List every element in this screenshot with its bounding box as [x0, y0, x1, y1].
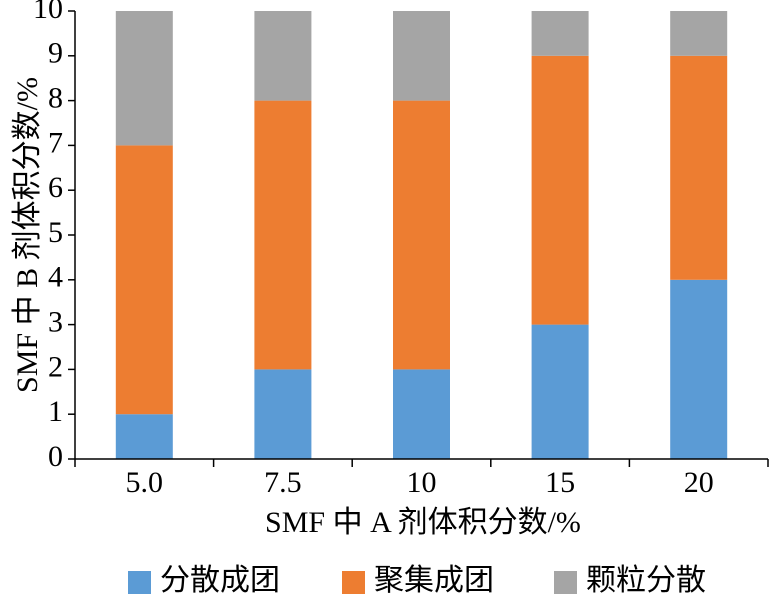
- bar-segment-7.5-series2: [254, 100, 312, 370]
- legend-label-series1: 分散成团: [160, 564, 280, 597]
- bar-segment-20-series2: [670, 55, 728, 280]
- y-tick-label: 0: [48, 440, 63, 473]
- y-tick-label: 10: [33, 0, 63, 25]
- x-tick-labels: 5.0 7.5 10 15 20: [126, 466, 714, 499]
- bar-segment-20-series3: [670, 11, 728, 56]
- y-tick-label: 4: [48, 261, 63, 294]
- legend: 分散成团 聚集成团 颗粒分散: [128, 564, 706, 597]
- bar-segment-5.0-series1: [115, 414, 173, 459]
- bar-segment-5.0-series3: [115, 11, 173, 146]
- bar-segment-10-series1: [393, 369, 450, 459]
- legend-swatch-series3: [554, 571, 577, 594]
- legend-label-series3: 颗粒分散: [586, 564, 706, 597]
- legend-swatch-series1: [128, 571, 151, 594]
- y-tick-label: 2: [48, 350, 63, 383]
- y-tick-label: 9: [48, 37, 63, 70]
- bar-segment-10-series3: [393, 11, 450, 101]
- x-tick-label: 10: [407, 466, 437, 499]
- bar-segment-7.5-series3: [254, 11, 312, 101]
- bar-segment-5.0-series2: [115, 145, 173, 415]
- y-axis-title: SMF 中 B 剂体积分数/%: [11, 77, 44, 393]
- legend-label-series2: 聚集成团: [374, 564, 494, 597]
- axes-layer: [68, 10, 769, 467]
- legend-swatch-series2: [342, 571, 365, 594]
- x-tick-label: 5.0: [126, 466, 164, 499]
- bar-segment-10-series2: [393, 100, 450, 370]
- x-tick-label: 20: [684, 466, 714, 499]
- y-tick-label: 3: [48, 305, 63, 338]
- bar-segment-20-series1: [670, 279, 728, 459]
- bar-segment-15-series1: [531, 324, 589, 459]
- y-tick-label: 1: [48, 395, 63, 428]
- y-tick-label: 8: [48, 81, 63, 114]
- y-tick-label: 5: [48, 216, 63, 249]
- x-tick-label: 7.5: [264, 466, 302, 499]
- x-axis-title: SMF 中 A 剂体积分数/%: [265, 506, 581, 539]
- y-tick-label: 6: [48, 171, 63, 204]
- bar-segment-7.5-series1: [254, 369, 312, 459]
- bars-layer: [115, 11, 728, 459]
- bar-segment-15-series2: [531, 55, 589, 325]
- y-tick-label: 7: [48, 126, 63, 159]
- bar-segment-15-series3: [531, 11, 589, 56]
- y-tick-labels: 0 1 2 3 4 5 6 7 8 9 10: [33, 0, 63, 473]
- x-tick-label: 15: [545, 466, 575, 499]
